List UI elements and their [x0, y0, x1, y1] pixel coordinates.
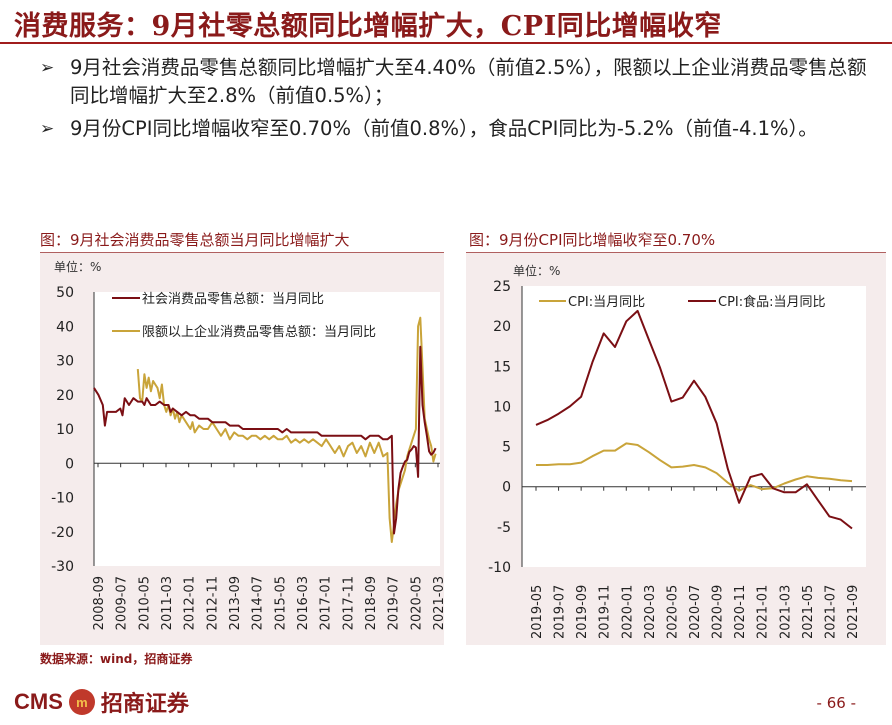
- chart2: 单位：%25 20 15 10 5 0 -5 -10 2019-05 2019-07 2019-09…: [488, 263, 866, 639]
- x-tick-label: 2011-03: [160, 576, 175, 630]
- x-tick-label: 2020-11: [733, 585, 748, 639]
- arrow-bullet-icon: ➢: [40, 58, 55, 78]
- x-tick-label: 2019-07: [387, 576, 402, 630]
- logo-badge-icon: m: [68, 689, 95, 715]
- y-tick-label: 10: [493, 399, 511, 415]
- chart1: 单位：% 50 40 30 20 10 0 -10 -20 -30 2008-09 2009-07 20…: [51, 259, 444, 630]
- x-tick-label: 2020-09: [711, 585, 726, 639]
- y-tick-label: 0: [502, 480, 511, 496]
- x-tick-label: 2021-07: [823, 585, 838, 639]
- bullet-text: 9月社会消费品零售总额同比增幅扩大至4.40%（前值2.5%），限额以上企业消费…: [70, 56, 867, 107]
- x-tick-label: 2017-01: [319, 576, 334, 630]
- bullet-text: 9月份CPI同比增幅收窄至0.70%（前值0.8%），食品CPI同比为-5.2%…: [70, 117, 818, 140]
- plot-area: [522, 286, 866, 567]
- y-tick-label: 25: [493, 279, 511, 295]
- chart1-title-rule: [40, 252, 444, 253]
- x-tick-label: 2015-05: [273, 576, 288, 630]
- x-tick-label: 2019-09: [575, 585, 590, 639]
- y-tick-label: 10: [56, 422, 74, 438]
- series-line-1: [93, 345, 437, 535]
- series-line-2: [136, 316, 437, 543]
- company-name: 招商证券: [100, 691, 189, 717]
- unit-label: 单位：%: [54, 259, 101, 274]
- footer-logo: CMS m 招商证券: [14, 686, 189, 718]
- y-tick-label: 30: [56, 354, 74, 370]
- y-tick-label: 20: [493, 319, 511, 335]
- y-tick-label: 50: [56, 285, 74, 301]
- y-tick-label: -5: [497, 520, 511, 536]
- x-tick-label: 2020-07: [688, 585, 703, 639]
- x-tick-label: 2020-01: [620, 585, 635, 639]
- chart2-title-rule: [466, 252, 886, 253]
- y-tick-label: -10: [51, 491, 74, 507]
- logo-text: CMS: [14, 689, 63, 714]
- x-tick-label: 2020-05: [409, 576, 424, 630]
- y-tick-label: 40: [56, 319, 74, 335]
- x-tick-label: 2018-09: [364, 576, 379, 630]
- legend-label: CPI:当月同比: [568, 295, 645, 310]
- y-tick-label: -30: [51, 559, 74, 575]
- y-tick-label: 15: [493, 359, 511, 375]
- x-tick-label: 2008-09: [92, 576, 107, 630]
- x-tick-label: 2012-11: [205, 576, 220, 630]
- x-tick-label: 2010-05: [137, 576, 152, 630]
- x-tick-label: 2021-01: [756, 585, 771, 639]
- unit-label: 单位：%: [513, 263, 560, 278]
- x-tick-label: 2017-11: [341, 576, 356, 630]
- series-line-2: [535, 309, 853, 530]
- legend-label: 社会消费品零售总额：当月同比: [142, 291, 324, 307]
- x-tick-label: 2020-05: [665, 585, 680, 639]
- x-tick-label: 2019-07: [553, 585, 568, 639]
- bullet-item: ➢ 9月份CPI同比增幅收窄至0.70%（前值0.8%），食品CPI同比为-5.…: [40, 115, 880, 143]
- title-divider: [0, 42, 892, 44]
- legend-label: CPI:食品:当月同比: [718, 294, 826, 310]
- x-tick-label: 2021-03: [432, 576, 444, 630]
- page-number: - 66 -: [816, 694, 856, 712]
- bullet-item: ➢ 9月社会消费品零售总额同比增幅扩大至4.40%（前值2.5%），限额以上企业…: [40, 54, 880, 110]
- chart2-title: 图：9月份CPI同比增幅收窄至0.70%: [469, 231, 716, 249]
- y-tick-label: 5: [502, 440, 511, 456]
- series-line-1: [536, 442, 853, 492]
- x-tick-label: 2020-03: [643, 585, 658, 639]
- y-tick-label: -20: [51, 525, 74, 541]
- x-tick-label: 2021-03: [778, 585, 793, 639]
- x-tick-label: 2019-11: [598, 585, 613, 639]
- legend-label: 限额以上企业消费品零售总额：当月同比: [142, 324, 376, 340]
- x-tick-label: 2009-07: [115, 576, 130, 630]
- x-tick-label: 2021-09: [846, 585, 861, 639]
- page-title: 消费服务：9月社零总额同比增幅扩大，CPI同比增幅收窄: [14, 11, 722, 42]
- x-tick-label: 2012-01: [183, 576, 198, 630]
- y-tick-label: 0: [65, 456, 74, 472]
- x-tick-label: 2016-03: [296, 576, 311, 630]
- chart1-title: 图：9月社会消费品零售总额当月同比增幅扩大: [40, 231, 350, 249]
- arrow-bullet-icon: ➢: [40, 119, 55, 139]
- x-tick-label: 2013-09: [228, 576, 243, 630]
- x-tick-label: 2019-05: [530, 585, 545, 639]
- x-tick-label: 2021-05: [801, 585, 816, 639]
- x-tick-label: 2014-07: [251, 576, 266, 630]
- y-tick-label: -10: [488, 560, 511, 576]
- data-source: 数据来源：wind，招商证券: [40, 652, 193, 666]
- y-tick-label: 20: [56, 388, 74, 404]
- bullet-list: ➢ 9月社会消费品零售总额同比增幅扩大至4.40%（前值2.5%），限额以上企业…: [40, 54, 880, 148]
